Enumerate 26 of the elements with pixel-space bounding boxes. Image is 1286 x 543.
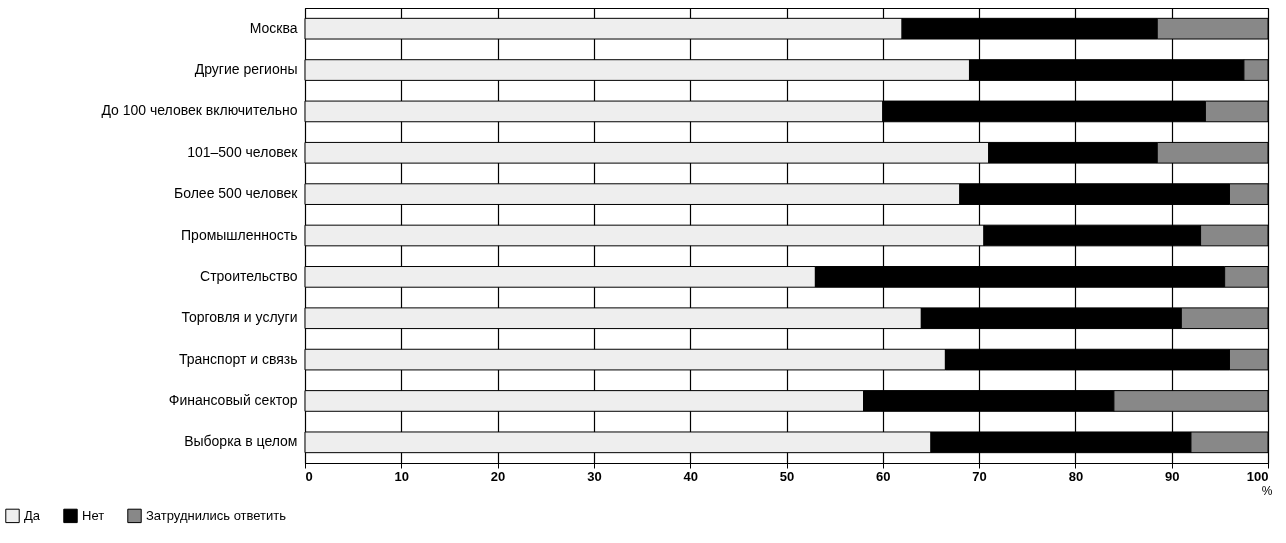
x-tick-label: 100 (1246, 468, 1269, 484)
x-tick-label: 40 (683, 468, 698, 484)
x-tick-label: 50 (779, 468, 795, 484)
y-tick-label: Выборка в целом (184, 433, 298, 450)
x-tick-label: 30 (587, 468, 602, 484)
y-tick-label: Другие регионы (194, 61, 298, 78)
legend-label: Да (24, 507, 41, 523)
x-tick-label: 90 (1164, 468, 1180, 484)
x-tick-label: 0 (305, 468, 313, 484)
x-tick-label: 60 (876, 468, 891, 484)
y-tick-label: 101–500 человек (187, 143, 299, 160)
x-tick-label: 20 (490, 468, 506, 484)
y-tick-label: До 100 человек включительно (101, 102, 298, 119)
legend-label: Затруднились ответить (146, 507, 287, 523)
y-tick-label: Строительство (200, 267, 298, 284)
y-tick-label: Промышленность (181, 226, 298, 243)
x-axis-title: % (1261, 483, 1273, 498)
legend-label: Нет (82, 507, 105, 523)
x-tick-label: 70 (972, 468, 987, 484)
y-tick-label: Москва (249, 19, 298, 36)
y-tick-label: Более 500 человек (174, 185, 299, 202)
y-tick-label: Торговля и услуги (181, 309, 298, 326)
x-tick-label: 80 (1068, 468, 1084, 484)
x-tick-label: 10 (394, 468, 410, 484)
y-tick-label: Транспорт и связь (178, 350, 298, 367)
y-tick-label: Финансовый сектор (168, 391, 298, 408)
